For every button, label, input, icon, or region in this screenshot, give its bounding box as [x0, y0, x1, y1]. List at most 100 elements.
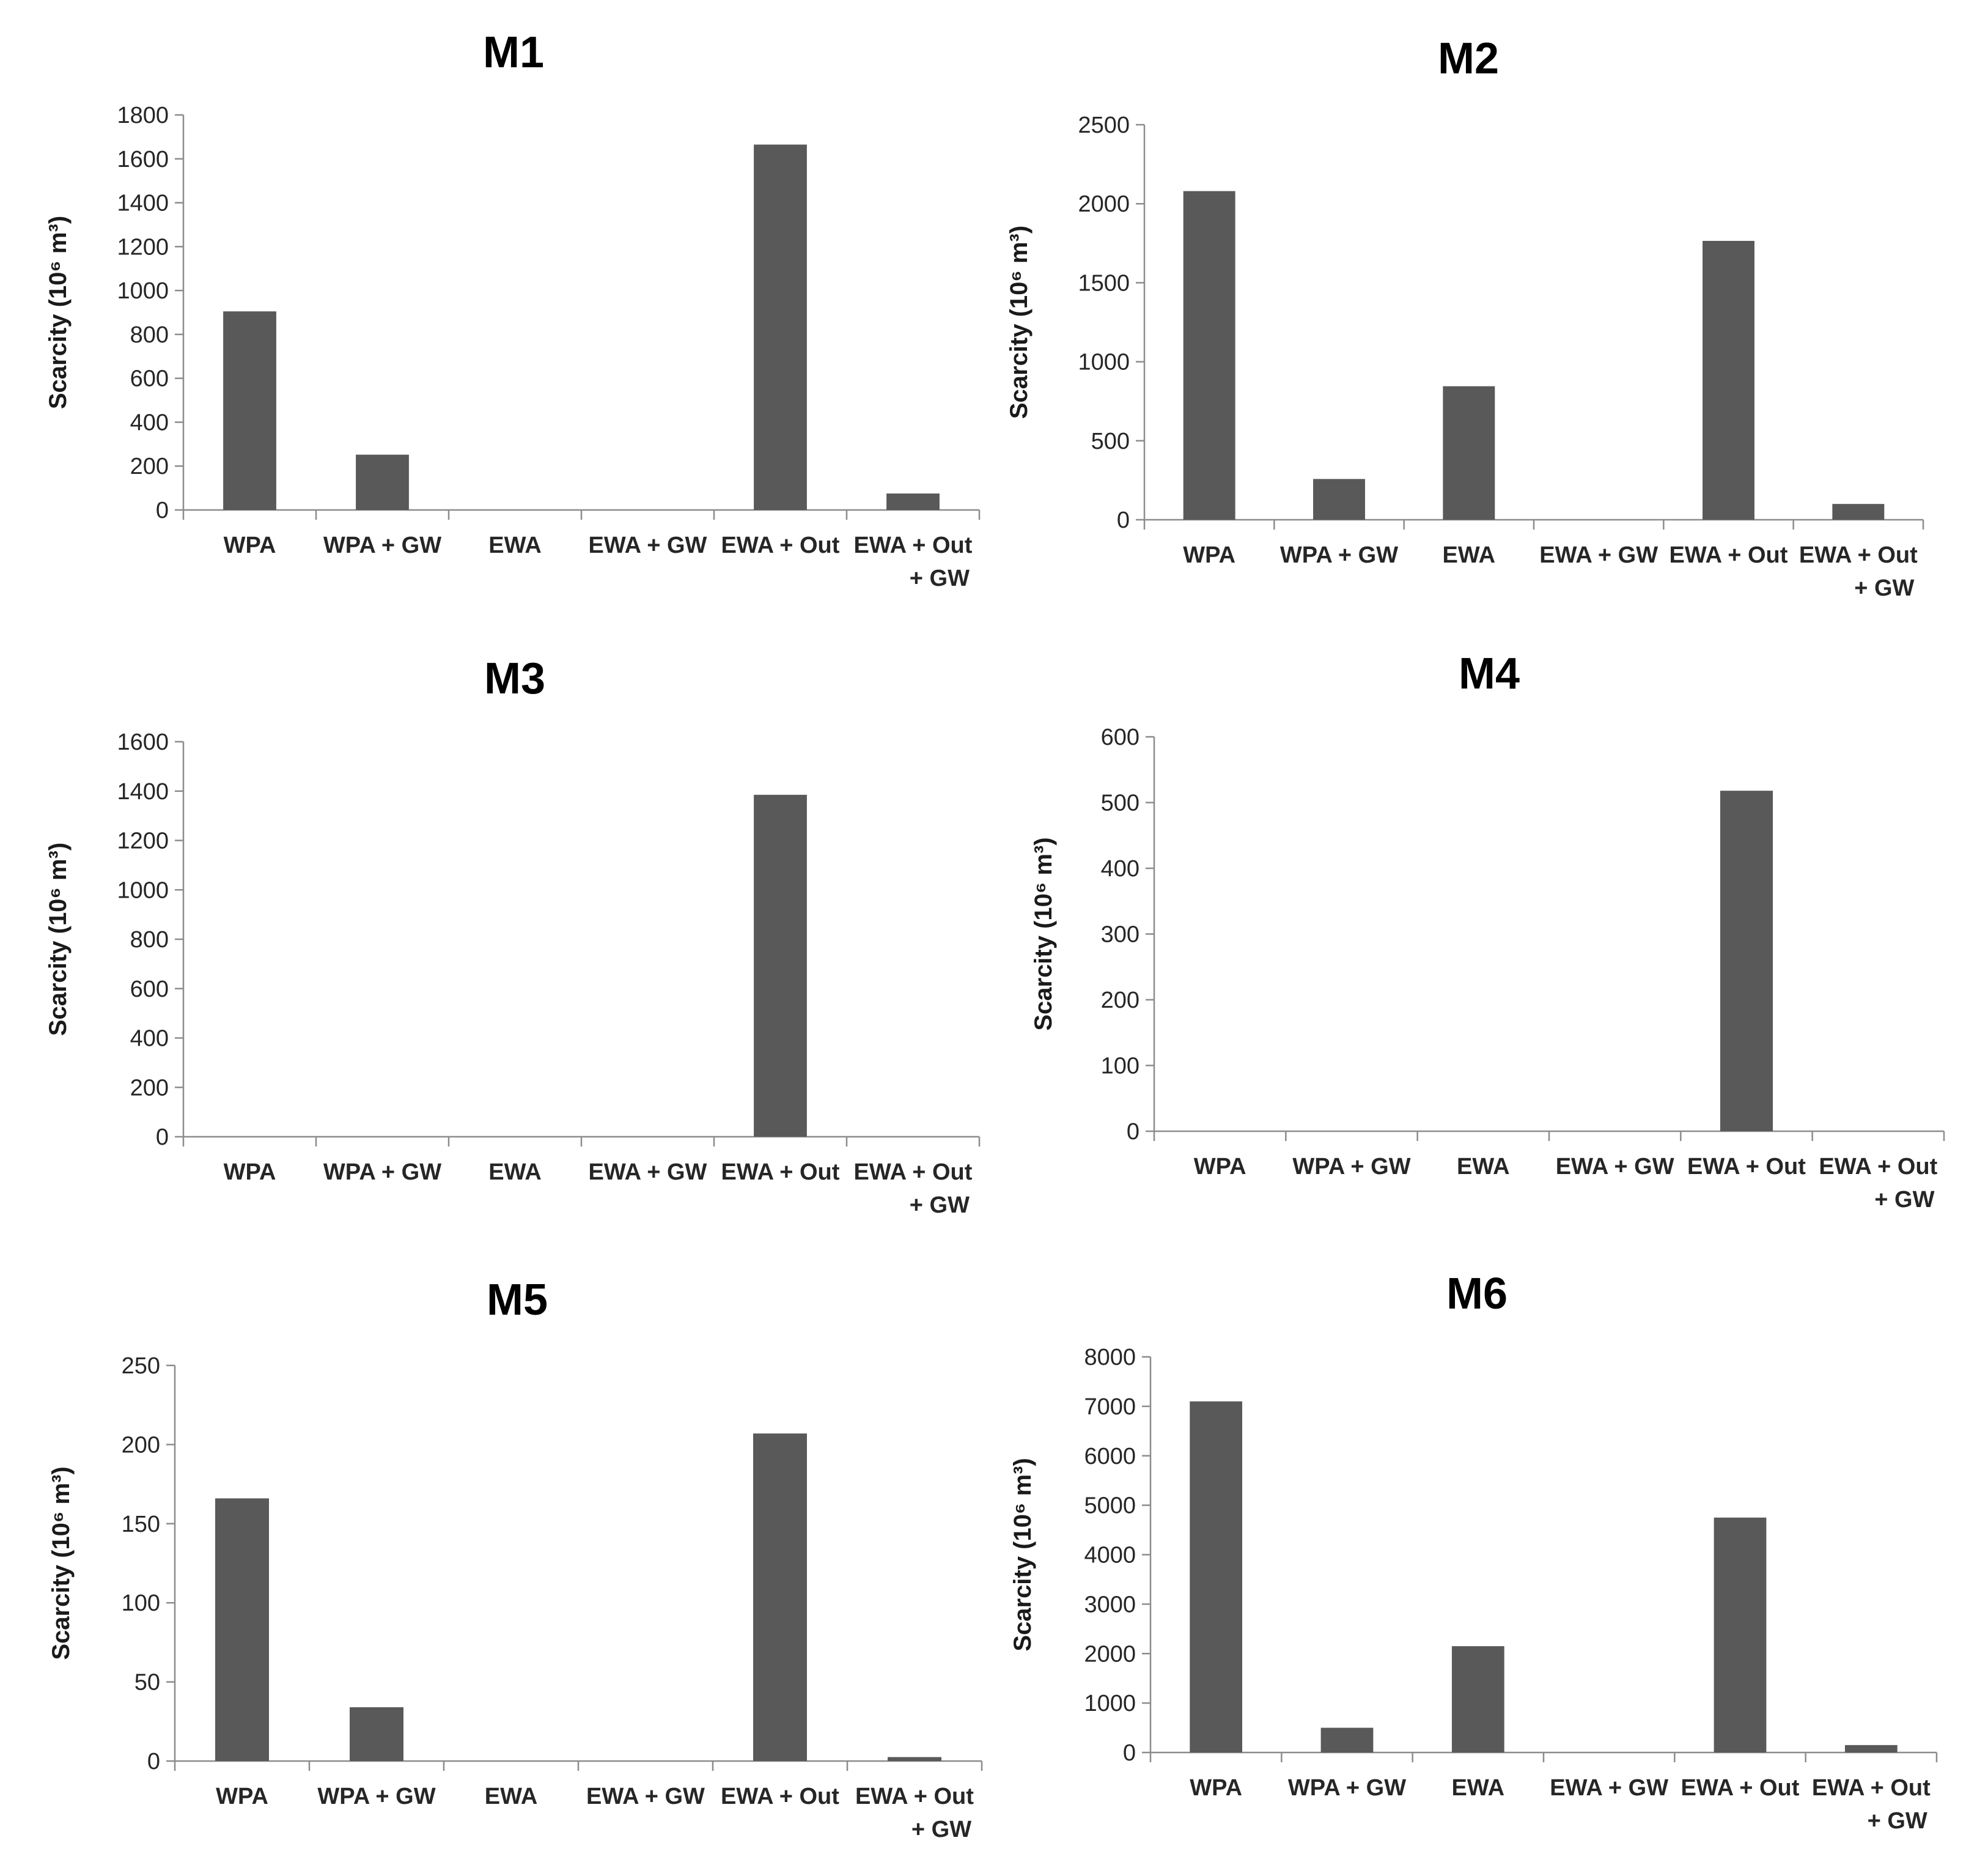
- y-tick-label: 3000: [1084, 1592, 1136, 1617]
- y-tick-label: 400: [130, 1026, 169, 1052]
- x-category-label: EWA + Out: [855, 1784, 974, 1809]
- y-tick-label: 800: [130, 927, 169, 953]
- y-axis-title: Scarcity (10⁶ m³): [45, 843, 72, 1036]
- y-tick-label: 0: [1127, 1119, 1139, 1145]
- bar-6: [888, 1757, 941, 1761]
- x-category-label: + GW: [1854, 575, 1914, 601]
- x-category-label: EWA + GW: [1539, 542, 1658, 568]
- y-tick-label: 200: [130, 1075, 169, 1101]
- x-category-label: WPA: [224, 1159, 276, 1185]
- bar-3: [1443, 386, 1495, 520]
- bar-5: [1714, 1517, 1767, 1752]
- x-category-label: WPA + GW: [317, 1784, 435, 1809]
- y-tick-label: 1600: [117, 147, 169, 172]
- x-category-label: EWA + Out: [721, 1784, 839, 1809]
- bar-5: [753, 1433, 807, 1761]
- chart-title: M1: [483, 28, 544, 77]
- x-category-label: EWA: [485, 1784, 538, 1809]
- y-tick-label: 0: [156, 498, 169, 523]
- x-category-label: EWA + GW: [589, 1159, 707, 1185]
- y-tick-label: 0: [147, 1749, 160, 1775]
- y-tick-label: 1200: [117, 234, 169, 260]
- bar-2: [350, 1707, 403, 1761]
- x-category-label: WPA + GW: [1292, 1154, 1410, 1180]
- y-tick-label: 200: [122, 1432, 160, 1458]
- chart-title: M5: [487, 1276, 548, 1324]
- y-tick-label: 1000: [117, 877, 169, 903]
- x-category-label: WPA: [1183, 542, 1235, 568]
- chart-title: M4: [1459, 649, 1520, 698]
- y-tick-label: 1200: [117, 829, 169, 854]
- x-category-label: EWA + Out: [1819, 1154, 1937, 1180]
- y-tick-label: 6000: [1084, 1444, 1136, 1469]
- x-category-label: EWA + Out: [1681, 1775, 1800, 1801]
- x-category-label: + GW: [911, 1817, 971, 1842]
- x-category-label: EWA + GW: [586, 1784, 705, 1809]
- x-category-label: + GW: [1868, 1808, 1927, 1834]
- x-category-label: WPA: [1190, 1775, 1242, 1801]
- x-category-label: WPA + GW: [1288, 1775, 1406, 1801]
- y-tick-label: 300: [1101, 922, 1139, 948]
- x-category-label: EWA + Out: [1670, 542, 1788, 568]
- chart-title: M3: [484, 654, 545, 703]
- bar-2: [356, 454, 409, 510]
- x-category-label: EWA + Out: [1687, 1154, 1806, 1180]
- y-tick-label: 400: [130, 410, 169, 435]
- y-tick-label: 1500: [1078, 270, 1130, 296]
- x-category-label: + GW: [1874, 1187, 1934, 1213]
- y-tick-label: 2000: [1084, 1641, 1136, 1667]
- y-tick-label: 200: [1101, 988, 1139, 1013]
- y-tick-label: 0: [1123, 1740, 1136, 1766]
- bar-3: [1451, 1646, 1504, 1752]
- x-category-label: WPA + GW: [1280, 542, 1398, 568]
- y-axis-title: Scarcity (10⁶ m³): [48, 1466, 75, 1660]
- y-axis-title: Scarcity (10⁶ m³): [1030, 837, 1057, 1030]
- bar-1: [1190, 1401, 1243, 1752]
- y-tick-label: 600: [1101, 725, 1139, 750]
- y-tick-label: 100: [1101, 1054, 1139, 1079]
- bar-2: [1313, 479, 1365, 520]
- x-category-label: WPA: [1194, 1154, 1246, 1180]
- x-category-label: WPA: [216, 1784, 268, 1809]
- y-tick-label: 600: [130, 366, 169, 392]
- y-tick-label: 50: [134, 1670, 160, 1696]
- y-tick-label: 100: [122, 1590, 160, 1616]
- y-tick-label: 600: [130, 977, 169, 1002]
- bar-6: [1832, 504, 1885, 520]
- bar-5: [1703, 240, 1754, 520]
- y-tick-label: 1400: [117, 191, 169, 216]
- bar-6: [886, 493, 940, 510]
- y-tick-label: 2500: [1078, 113, 1130, 138]
- y-tick-label: 150: [122, 1512, 160, 1537]
- y-tick-label: 1400: [117, 779, 169, 805]
- y-tick-label: 500: [1091, 429, 1130, 454]
- x-category-label: EWA: [488, 533, 542, 558]
- y-tick-label: 200: [130, 454, 169, 479]
- x-category-label: EWA + Out: [721, 1159, 840, 1185]
- x-category-label: + GW: [910, 566, 970, 591]
- y-axis-title: Scarcity (10⁶ m³): [1006, 226, 1033, 419]
- y-tick-label: 0: [1117, 508, 1130, 533]
- y-tick-label: 0: [156, 1125, 169, 1150]
- y-tick-label: 7000: [1084, 1394, 1136, 1420]
- bar-2: [1320, 1727, 1374, 1752]
- bar-5: [754, 794, 807, 1137]
- y-tick-label: 5000: [1084, 1493, 1136, 1519]
- x-category-label: EWA + GW: [1556, 1154, 1674, 1180]
- x-category-label: EWA + Out: [854, 1159, 973, 1185]
- x-category-label: EWA + GW: [1550, 1775, 1668, 1801]
- x-category-label: EWA: [1452, 1775, 1505, 1801]
- y-tick-label: 1000: [1078, 350, 1130, 375]
- chart-title: M6: [1446, 1269, 1508, 1318]
